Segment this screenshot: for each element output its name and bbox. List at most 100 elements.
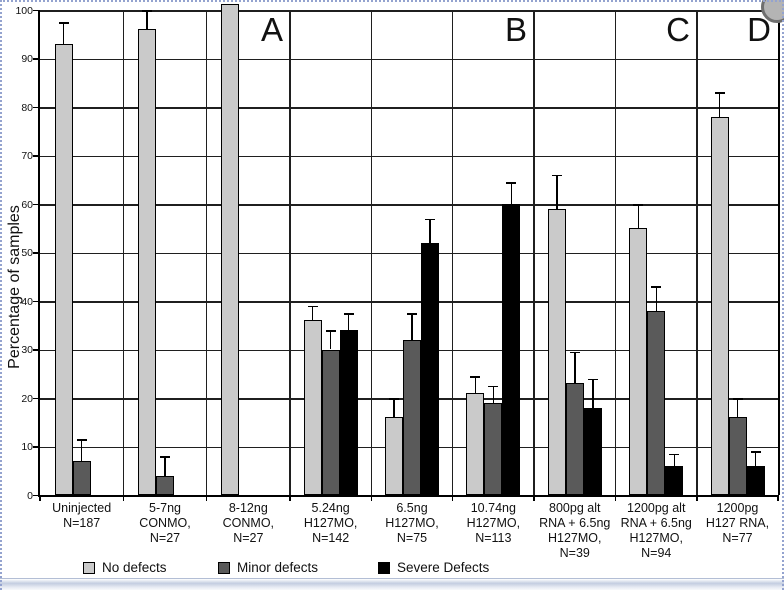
legend-item: Severe Defects xyxy=(378,560,489,575)
bar-minor-defects xyxy=(72,461,91,495)
y-axis-tick-label: 20 xyxy=(21,392,33,405)
error-bar-cap xyxy=(488,385,499,388)
legend-swatch-icon xyxy=(83,561,95,574)
bar-severe-defects xyxy=(665,465,684,495)
bar-minor-defects xyxy=(321,349,340,495)
bar-no-defects xyxy=(138,29,156,495)
error-bar-line xyxy=(637,204,639,229)
error-bar-cap xyxy=(651,286,662,288)
y-axis-tick xyxy=(33,446,39,448)
x-category-label: 800pg alt RNA + 6.5ng H127MO, N=39 xyxy=(539,501,611,560)
y-axis-tick xyxy=(33,397,39,399)
y-axis-tick xyxy=(33,58,39,60)
y-axis-tick xyxy=(33,203,39,205)
v-gridline xyxy=(122,10,125,495)
y-axis-tick-label: 70 xyxy=(21,150,33,162)
error-bar-line xyxy=(146,10,148,30)
legend-swatch-icon xyxy=(218,561,230,574)
y-axis-tick-label: 30 xyxy=(21,344,33,356)
h-gridline xyxy=(40,107,778,109)
error-bar-line xyxy=(556,174,558,209)
legend-swatch-icon xyxy=(378,561,390,574)
bar-severe-defects xyxy=(746,465,765,495)
x-category-label: 1200pg H127 RNA, N=77 xyxy=(705,501,770,545)
bar-no-defects xyxy=(221,4,240,495)
y-axis-tick-label: 100 xyxy=(15,4,33,17)
h-gridline xyxy=(40,58,778,60)
error-bar-line xyxy=(393,398,395,418)
bar-minor-defects xyxy=(156,475,174,495)
v-gridline xyxy=(451,10,454,495)
x-category-label: 8-12ng CONMO, N=27 xyxy=(222,501,275,545)
error-bar-cap xyxy=(307,305,318,308)
error-bar-line xyxy=(474,376,477,394)
bar-no-defects xyxy=(710,116,729,495)
error-bar-cap xyxy=(551,174,562,177)
error-bar-cap xyxy=(732,398,743,400)
error-bar-line xyxy=(574,351,576,384)
bar-severe-defects xyxy=(339,330,358,495)
h-gridline xyxy=(40,155,778,157)
x-axis-tick xyxy=(370,496,373,501)
error-bar-line xyxy=(347,313,350,331)
error-bar-line xyxy=(736,398,739,418)
bar-minor-defects xyxy=(728,417,747,495)
error-bar-line xyxy=(411,313,413,340)
x-axis-tick xyxy=(451,496,454,501)
panel-letter-a: A xyxy=(260,11,283,48)
plot-right-edge xyxy=(777,10,780,495)
y-axis-tick-label: 90 xyxy=(21,53,33,65)
window-bottom-edge xyxy=(0,578,784,590)
error-bar-line xyxy=(510,182,513,204)
corner-circle-artifact xyxy=(761,0,784,23)
y-axis-tick-label: 80 xyxy=(21,101,33,114)
error-bar-cap xyxy=(425,218,435,221)
x-axis-tick xyxy=(777,496,779,501)
legend-label: Minor defects xyxy=(237,560,319,575)
x-category-label: 5-7ng CONMO, N=27 xyxy=(139,501,191,545)
error-bar-cap xyxy=(569,351,580,354)
legend-label: Severe Defects xyxy=(397,560,490,575)
bar-minor-defects xyxy=(403,339,421,495)
v-gridline xyxy=(370,10,373,495)
error-bar-cap xyxy=(142,10,152,12)
error-bar-line xyxy=(592,378,594,408)
y-axis-tick-label: 50 xyxy=(21,247,33,259)
bar-severe-defects xyxy=(421,242,439,495)
error-bar-line xyxy=(164,456,166,476)
y-axis-tick xyxy=(33,106,39,108)
bar-no-defects xyxy=(547,208,566,495)
y-axis-line xyxy=(38,10,40,497)
bar-no-defects xyxy=(54,43,73,495)
x-axis-tick xyxy=(39,496,41,501)
error-bar-line xyxy=(429,218,431,243)
error-bar-cap xyxy=(76,439,87,441)
y-axis-tick-label: 10 xyxy=(21,441,33,453)
y-axis-tick xyxy=(33,349,39,351)
y-axis-tick xyxy=(33,9,39,11)
v-gridline xyxy=(614,10,617,495)
error-bar-line xyxy=(673,453,675,466)
x-axis-tick xyxy=(533,496,535,501)
error-bar-line xyxy=(311,305,314,321)
error-bar-cap xyxy=(714,92,725,94)
x-axis-tick xyxy=(289,496,291,501)
bar-no-defects xyxy=(303,320,322,495)
error-bar-cap xyxy=(389,398,399,400)
v-gridline xyxy=(205,10,208,495)
h-gridline xyxy=(40,10,778,12)
error-bar-cap xyxy=(750,451,761,453)
legend-item: Minor defects xyxy=(218,560,318,575)
x-category-label: Uninjected N=187 xyxy=(52,501,112,530)
panel-letter-b: B xyxy=(504,11,527,48)
h-gridline xyxy=(40,252,778,254)
error-bar-line xyxy=(62,22,65,44)
x-axis-tick xyxy=(696,496,698,501)
x-category-label: 1200pg alt RNA + 6.5ng H127MO, N=94 xyxy=(620,501,692,560)
error-bar-line xyxy=(492,385,495,403)
panel-divider-line xyxy=(696,10,698,495)
error-bar-cap xyxy=(633,204,644,206)
bar-minor-defects xyxy=(565,383,584,495)
legend-label: No defects xyxy=(102,560,167,575)
